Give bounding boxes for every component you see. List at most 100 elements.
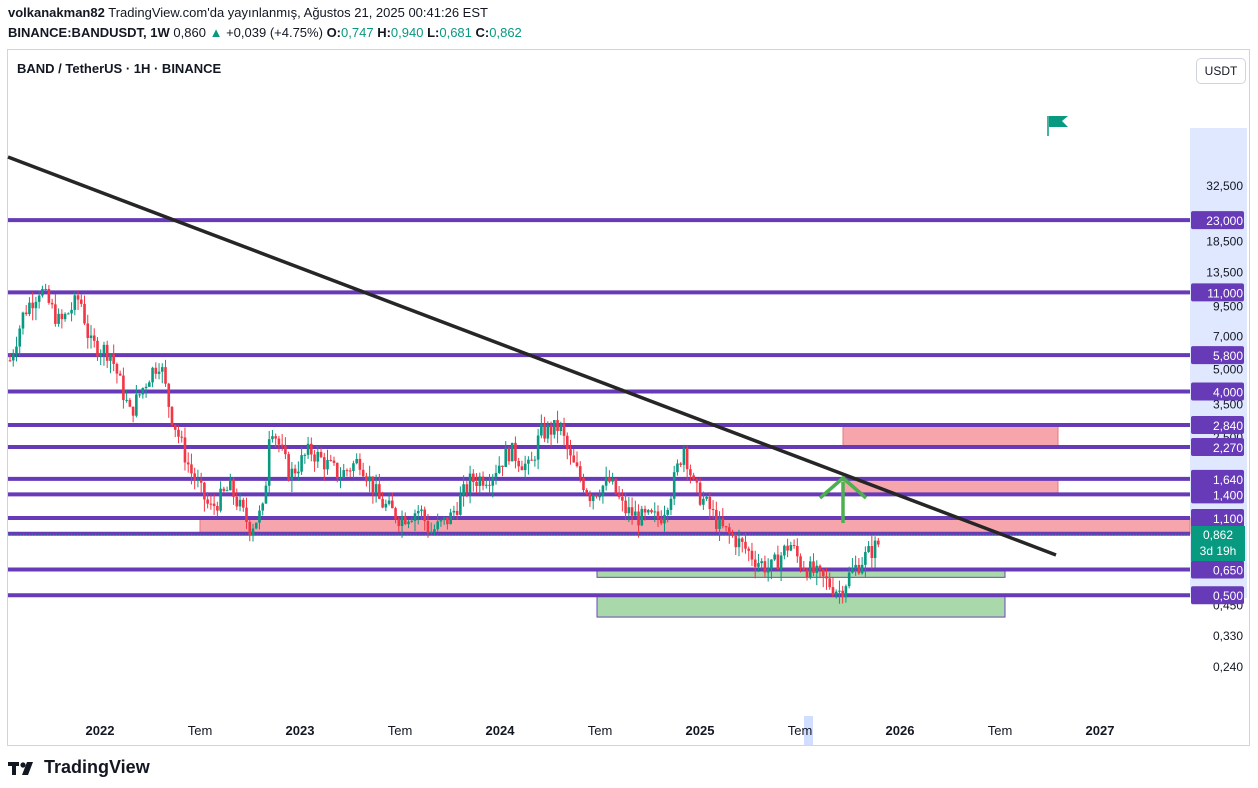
candle-body bbox=[245, 507, 248, 523]
close-value: 0,862 bbox=[489, 25, 522, 40]
candle-body bbox=[92, 335, 96, 341]
candle-body bbox=[789, 545, 793, 551]
candle-body bbox=[744, 541, 747, 549]
candle-body bbox=[264, 485, 268, 504]
candle-body bbox=[112, 354, 115, 364]
support-zone[interactable] bbox=[596, 594, 1006, 618]
candle-body bbox=[420, 509, 423, 511]
candle-body bbox=[753, 559, 757, 567]
candle-body bbox=[436, 521, 439, 530]
author-name[interactable]: volkanakman82 bbox=[8, 5, 105, 20]
x-tick-label: 2027 bbox=[1086, 723, 1115, 738]
level-badge bbox=[1191, 586, 1244, 605]
bar-countdown: 3d 19h bbox=[1199, 544, 1237, 558]
candle-body bbox=[67, 313, 70, 315]
candle-body bbox=[79, 299, 83, 304]
resistance-zone[interactable] bbox=[842, 424, 1059, 448]
candle-body bbox=[796, 545, 799, 557]
candle-body bbox=[672, 472, 676, 499]
candle-body bbox=[73, 295, 77, 310]
candle-body bbox=[617, 493, 621, 497]
y-tick-label: 18,500 bbox=[1206, 234, 1243, 248]
level-badge bbox=[1191, 469, 1244, 488]
candle-body bbox=[238, 499, 242, 507]
candle-body bbox=[734, 535, 738, 548]
candle-body bbox=[400, 516, 404, 527]
candle-body bbox=[368, 476, 371, 482]
candle-body bbox=[727, 527, 731, 534]
candle-body bbox=[125, 399, 128, 401]
candle-body bbox=[873, 540, 877, 558]
candle-body bbox=[426, 520, 430, 533]
candle-body bbox=[731, 533, 734, 536]
candle-body bbox=[76, 295, 80, 300]
candle-body bbox=[763, 561, 767, 573]
candle-body bbox=[808, 561, 812, 578]
candle-body bbox=[682, 447, 686, 465]
candle-body bbox=[261, 503, 265, 511]
candle-body bbox=[177, 429, 180, 437]
candle-body bbox=[303, 454, 307, 456]
symbol-name: BINANCE:BANDUSDT, 1W bbox=[8, 25, 170, 40]
candle-body bbox=[851, 568, 854, 573]
candle-body bbox=[718, 518, 721, 529]
candle-body bbox=[540, 424, 543, 436]
time-axis-highlight bbox=[804, 716, 813, 746]
candle-body bbox=[209, 503, 213, 505]
candle-body bbox=[650, 510, 653, 513]
candle-body bbox=[711, 509, 715, 511]
candle-body bbox=[621, 496, 624, 501]
candle-body bbox=[630, 507, 634, 516]
y-tick-label: 0,240 bbox=[1213, 660, 1243, 674]
candle-body bbox=[452, 510, 456, 513]
candle-body bbox=[828, 578, 832, 588]
candle-body bbox=[659, 518, 663, 524]
candle-body bbox=[15, 346, 18, 355]
candle-body bbox=[63, 313, 67, 320]
candle-body bbox=[199, 479, 203, 483]
candle-body bbox=[601, 485, 605, 497]
x-tick-label: Tem bbox=[588, 723, 613, 738]
flag-icon[interactable] bbox=[1047, 116, 1068, 136]
candle-body bbox=[575, 462, 579, 467]
level-badge-label: 5,800 bbox=[1213, 349, 1243, 363]
y-tick-label: 5,000 bbox=[1213, 363, 1243, 377]
candle-body bbox=[355, 458, 358, 464]
candle-body bbox=[335, 462, 339, 479]
candle-body bbox=[783, 545, 786, 556]
x-tick-label: 2023 bbox=[286, 723, 315, 738]
candle-body bbox=[118, 373, 122, 376]
candle-body bbox=[280, 444, 284, 447]
level-badge bbox=[1191, 437, 1244, 456]
candle-body bbox=[867, 545, 870, 553]
candle-body bbox=[459, 495, 462, 515]
candle-body bbox=[361, 469, 365, 477]
candle-body bbox=[387, 500, 391, 504]
candle-body bbox=[549, 425, 553, 435]
candle-body bbox=[203, 482, 206, 500]
chart-frame[interactable] bbox=[7, 49, 1250, 746]
candle-body bbox=[585, 490, 589, 494]
candle-body bbox=[484, 484, 488, 486]
resistance-zone[interactable] bbox=[199, 517, 1191, 535]
candle-body bbox=[248, 522, 252, 536]
candle-body bbox=[297, 471, 300, 474]
current-price-value: 0,862 bbox=[1202, 528, 1234, 542]
candle-body bbox=[186, 462, 190, 465]
candle-body bbox=[290, 468, 294, 480]
candle-body bbox=[692, 475, 695, 479]
candle-body bbox=[462, 484, 465, 496]
x-tick-label: 2026 bbox=[886, 723, 915, 738]
candle-body bbox=[329, 459, 333, 461]
candle-body bbox=[643, 508, 647, 513]
candle-body bbox=[841, 590, 844, 597]
candle-body bbox=[271, 436, 274, 440]
candle-body bbox=[190, 464, 193, 474]
candle-body bbox=[724, 526, 728, 528]
trendline[interactable] bbox=[7, 155, 1057, 557]
tradingview-logo[interactable]: TradingView bbox=[8, 757, 150, 778]
candle-body bbox=[394, 508, 397, 520]
currency-button[interactable]: USDT bbox=[1196, 58, 1246, 84]
candle-body bbox=[455, 510, 459, 515]
